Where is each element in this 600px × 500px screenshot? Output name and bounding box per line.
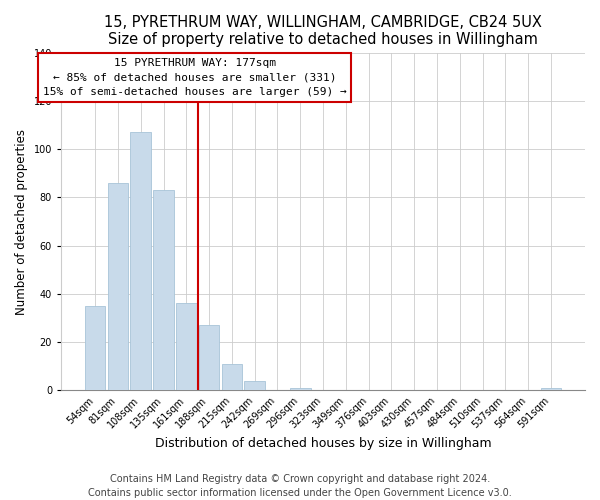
Bar xyxy=(153,190,174,390)
Title: 15, PYRETHRUM WAY, WILLINGHAM, CAMBRIDGE, CB24 5UX
Size of property relative to : 15, PYRETHRUM WAY, WILLINGHAM, CAMBRIDGE… xyxy=(104,15,542,48)
Text: 15 PYRETHRUM WAY: 177sqm
← 85% of detached houses are smaller (331)
15% of semi-: 15 PYRETHRUM WAY: 177sqm ← 85% of detach… xyxy=(43,58,347,98)
Bar xyxy=(221,364,242,390)
Y-axis label: Number of detached properties: Number of detached properties xyxy=(15,128,28,314)
Bar xyxy=(541,388,561,390)
Bar xyxy=(199,325,220,390)
X-axis label: Distribution of detached houses by size in Willingham: Distribution of detached houses by size … xyxy=(155,437,491,450)
Bar xyxy=(107,183,128,390)
Text: Contains HM Land Registry data © Crown copyright and database right 2024.
Contai: Contains HM Land Registry data © Crown c… xyxy=(88,474,512,498)
Bar xyxy=(176,304,197,390)
Bar xyxy=(85,306,106,390)
Bar xyxy=(244,380,265,390)
Bar xyxy=(290,388,311,390)
Bar xyxy=(130,132,151,390)
